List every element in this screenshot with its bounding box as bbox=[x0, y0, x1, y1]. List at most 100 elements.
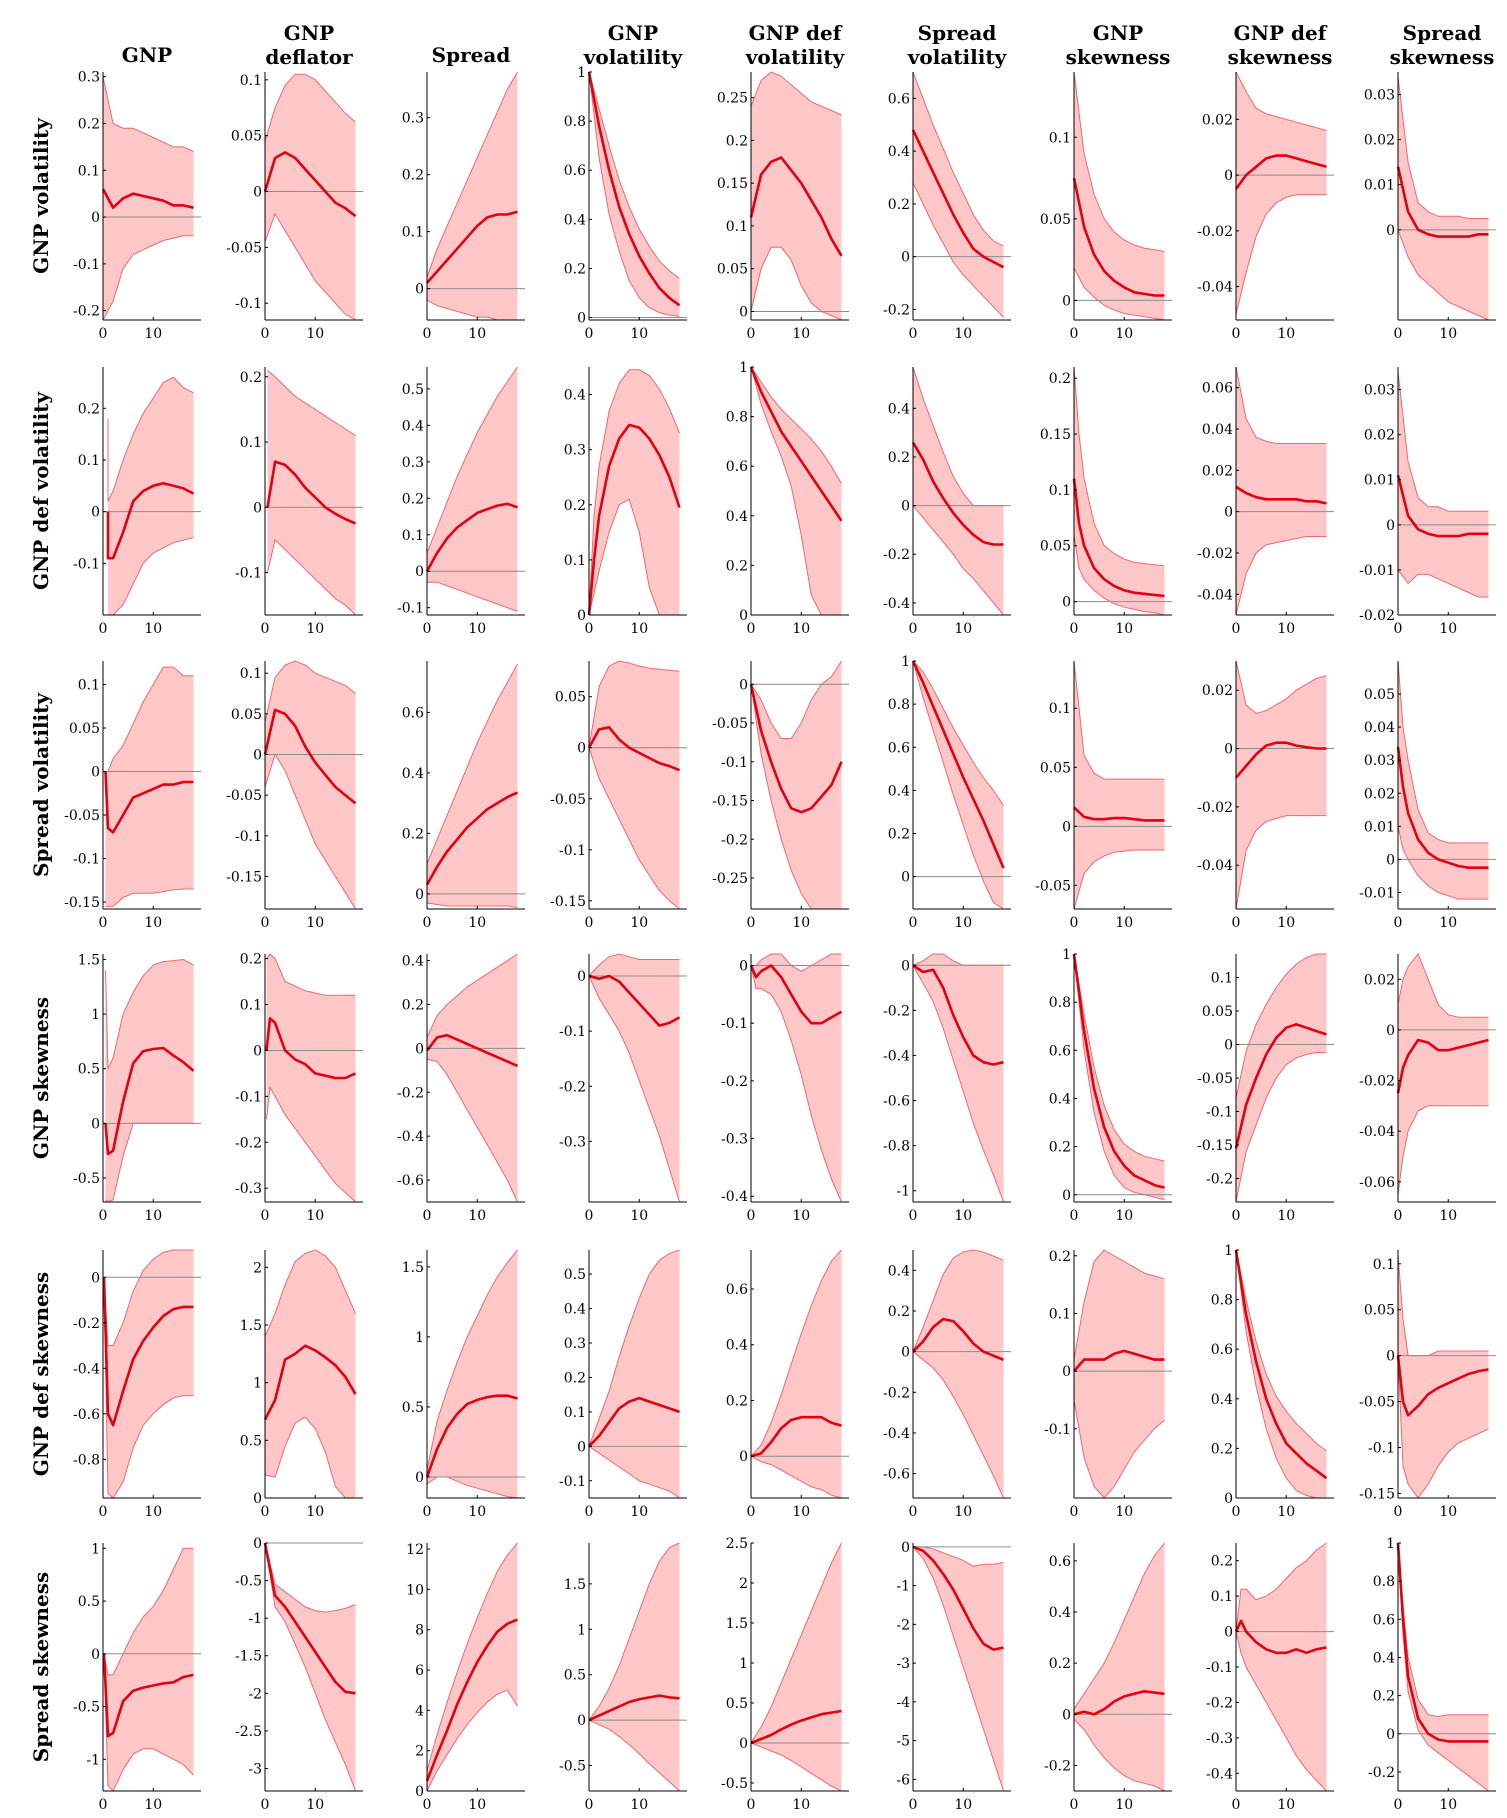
x-tick-label: 0 bbox=[1394, 1504, 1403, 1520]
x-tick-label: 10 bbox=[1277, 1504, 1295, 1520]
y-tick-label: 0 bbox=[1062, 1707, 1071, 1723]
x-tick-label: 10 bbox=[306, 1797, 324, 1813]
y-tick-label: 0.1 bbox=[78, 677, 100, 693]
y-tick-label: -0.6 bbox=[73, 1407, 100, 1423]
y-tick-label: 0.4 bbox=[564, 388, 586, 404]
confidence-band bbox=[427, 954, 518, 1202]
y-tick-label: 0 bbox=[253, 1536, 262, 1552]
y-tick-label: -0.2 bbox=[73, 1316, 100, 1332]
band-upper-edge bbox=[264, 1249, 356, 1337]
band-lower-edge bbox=[426, 902, 518, 908]
x-tick-label: 0 bbox=[1232, 1797, 1241, 1813]
band-lower-edge bbox=[1073, 849, 1165, 910]
y-tick-label: 0.4 bbox=[1373, 1650, 1395, 1666]
y-tick-label: -0.4 bbox=[883, 596, 910, 612]
band-upper-edge bbox=[1235, 366, 1327, 444]
y-tick-label: 0.15 bbox=[717, 176, 748, 192]
x-tick-label: 10 bbox=[1115, 621, 1133, 637]
y-tick-label: -0.04 bbox=[1359, 1124, 1395, 1140]
band-upper-edge bbox=[912, 660, 1004, 806]
x-tick-label: 0 bbox=[1394, 1797, 1403, 1813]
y-tick-label: 0 bbox=[415, 887, 424, 903]
confidence-band bbox=[913, 661, 1004, 909]
y-tick-label: 0 bbox=[415, 564, 424, 580]
y-tick-label: -0.2 bbox=[883, 1003, 910, 1019]
y-tick-label: -0.1 bbox=[73, 257, 100, 273]
y-tick-label: -0.1 bbox=[1368, 1440, 1395, 1456]
y-tick-label: -0.06 bbox=[1359, 1175, 1395, 1191]
y-tick-label: 0.2 bbox=[726, 133, 748, 149]
y-tick-label: -6 bbox=[896, 1772, 910, 1788]
y-tick-label: 1 bbox=[577, 65, 586, 81]
column-title: Spread bbox=[1403, 21, 1482, 45]
y-tick-label: 0.6 bbox=[1211, 1342, 1233, 1358]
y-tick-label: 0 bbox=[1062, 595, 1071, 611]
y-tick-label: 0.2 bbox=[1211, 1554, 1233, 1570]
irf-panel: -0.01 0 0.01 0.02 0.03 0.04 0.05 0 10 bbox=[1359, 660, 1496, 931]
confidence-band bbox=[427, 664, 518, 908]
median-response-line bbox=[1234, 1619, 1327, 1655]
y-tick-label: 0 bbox=[577, 741, 586, 757]
y-tick-label: 0.2 bbox=[402, 168, 424, 184]
column-title: deflator bbox=[265, 45, 353, 69]
y-tick-label: 0.05 bbox=[1040, 212, 1071, 228]
band-upper-edge bbox=[1235, 71, 1327, 131]
y-tick-label: 0.01 bbox=[1364, 178, 1395, 194]
confidence-band bbox=[913, 954, 1004, 1202]
y-tick-label: 0 bbox=[253, 1491, 262, 1507]
y-tick-label: -0.15 bbox=[712, 794, 748, 810]
band-upper-edge bbox=[1073, 1249, 1165, 1360]
band-upper-edge bbox=[1073, 366, 1165, 567]
x-tick-label: 10 bbox=[630, 621, 648, 637]
column-title: GNP def bbox=[749, 21, 843, 45]
y-tick-label: 2 bbox=[739, 1576, 748, 1592]
x-tick-label: 0 bbox=[585, 915, 594, 931]
y-tick-label: 0.4 bbox=[402, 418, 424, 434]
y-tick-label: 0.1 bbox=[1211, 1589, 1233, 1605]
y-tick-label: 0.2 bbox=[564, 498, 586, 514]
y-tick-label: 0.01 bbox=[1364, 819, 1395, 835]
y-tick-label: 0 bbox=[577, 969, 586, 985]
y-tick-label: 0.02 bbox=[1364, 428, 1395, 444]
row-title: Spread skewness bbox=[29, 1572, 53, 1762]
x-tick-label: 10 bbox=[630, 1504, 648, 1520]
band-lower-edge bbox=[912, 965, 1004, 1203]
y-tick-label: 1.5 bbox=[726, 1616, 748, 1632]
band-lower-edge bbox=[1235, 815, 1327, 910]
y-tick-label: 0 bbox=[91, 1116, 100, 1132]
y-tick-label: 0.2 bbox=[726, 558, 748, 574]
x-tick-label: 10 bbox=[144, 915, 162, 931]
x-tick-label: 0 bbox=[261, 1208, 270, 1224]
x-tick-label: 0 bbox=[1232, 915, 1241, 931]
x-tick-label: 10 bbox=[306, 621, 324, 637]
irf-panel: 0 0.5 1 1.5 0 10 bbox=[402, 1249, 525, 1520]
x-tick-label: 10 bbox=[1115, 1208, 1133, 1224]
irf-panel: 00.20.40.60.810 10 bbox=[564, 65, 687, 342]
x-tick-label: 0 bbox=[261, 915, 270, 931]
irf-panel: 0 0.1 0.2 0.3 0.4 0 10 bbox=[564, 367, 687, 637]
irf-panel: 0 2 4 6 8 10 12 0 10 bbox=[406, 1542, 525, 1813]
y-tick-label: 0.2 bbox=[402, 997, 424, 1013]
y-tick-label: -0.1 bbox=[397, 601, 424, 617]
x-tick-label: 10 bbox=[468, 1797, 486, 1813]
x-tick-label: 0 bbox=[261, 621, 270, 637]
confidence-band bbox=[1236, 661, 1327, 909]
median-response-line bbox=[749, 156, 843, 257]
median-response-line bbox=[749, 684, 843, 814]
y-tick-label: 0.2 bbox=[78, 401, 100, 417]
confidence-band bbox=[589, 661, 680, 909]
y-tick-label: -0.3 bbox=[235, 1181, 262, 1197]
y-tick-label: 0 bbox=[1386, 223, 1395, 239]
y-tick-label: 0.05 bbox=[231, 129, 262, 145]
confidence-band bbox=[104, 1250, 194, 1498]
y-tick-label: 0 bbox=[253, 500, 262, 516]
y-tick-label: 0.5 bbox=[402, 382, 424, 398]
x-tick-label: 10 bbox=[954, 1504, 972, 1520]
y-tick-label: -1 bbox=[86, 1752, 100, 1768]
band-upper-edge bbox=[912, 1249, 1004, 1352]
y-tick-label: 0 bbox=[901, 250, 910, 266]
y-tick-label: 0.1 bbox=[402, 528, 424, 544]
median-response-line bbox=[104, 771, 194, 834]
irf-panel: 00.20.40.60.810 10 bbox=[888, 654, 1011, 931]
band-lower-edge bbox=[267, 538, 356, 616]
